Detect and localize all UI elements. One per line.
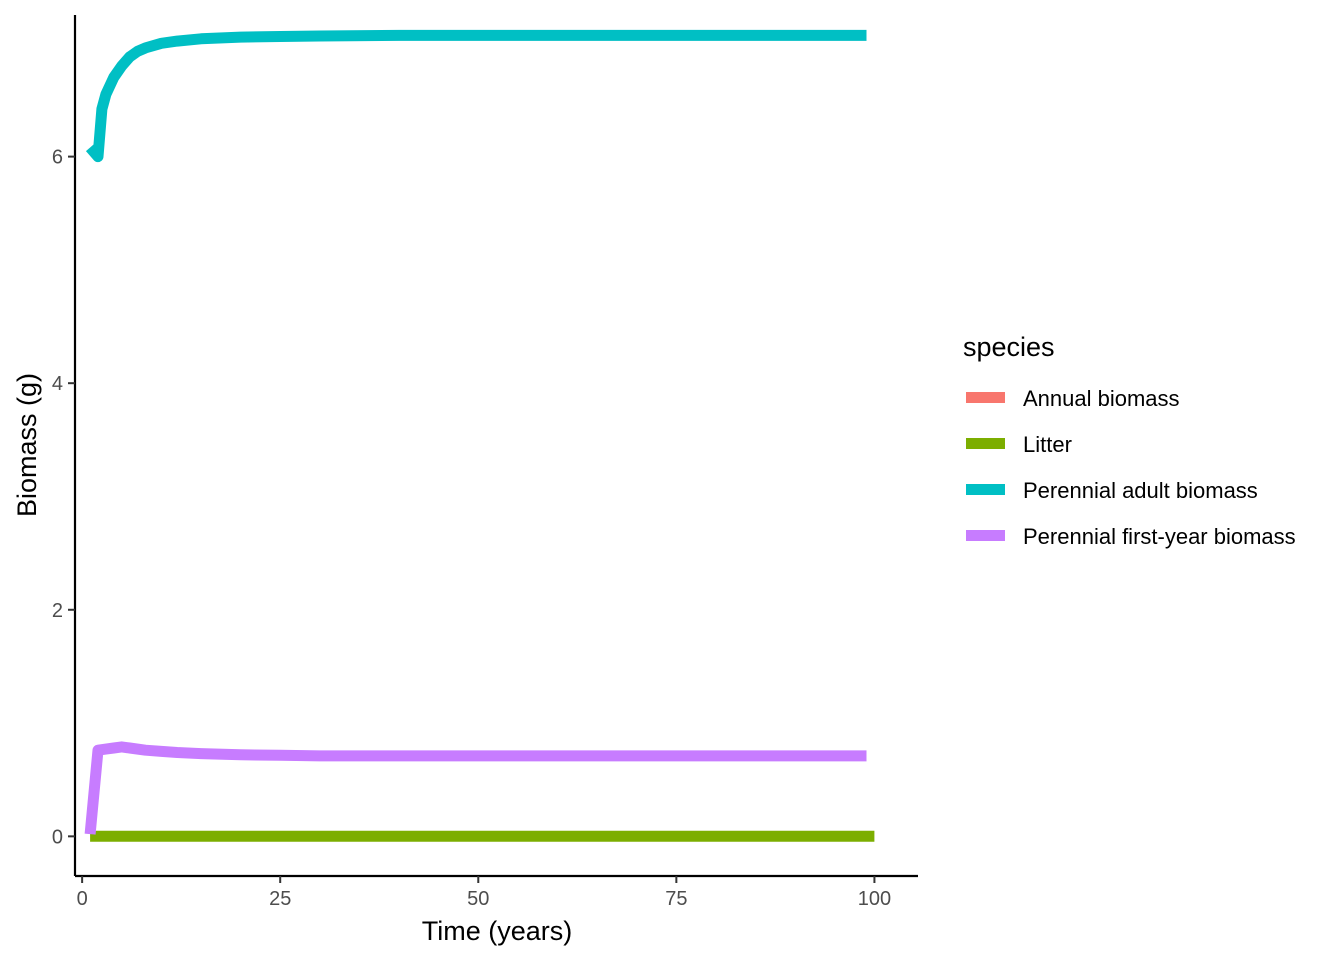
x-axis-ticks: 0 25 50 75 100	[77, 876, 891, 910]
series-line-perennial-first-year-biomass	[84, 741, 867, 835]
legend-label: Perennial adult biomass	[1023, 478, 1258, 503]
x-tick-label: 75	[665, 888, 687, 910]
x-tick-label: 50	[467, 888, 489, 910]
legend-key	[966, 530, 1005, 541]
y-tick-label: 6	[52, 147, 63, 169]
x-tick-label: 100	[858, 888, 891, 910]
legend-items: Annual biomass Litter Perennial adult biom…	[966, 386, 1296, 549]
y-axis-ticks: 0 2 4 6	[52, 147, 75, 848]
series-line-perennial-adult-biomass	[85, 29, 867, 163]
x-tick-label: 25	[269, 888, 291, 910]
legend-label: Litter	[1023, 432, 1072, 457]
legend-title: species	[963, 332, 1055, 362]
legend-key	[966, 392, 1005, 403]
legend-label: Perennial first-year biomass	[1023, 524, 1296, 549]
y-axis-title: Biomass (g)	[12, 373, 42, 517]
y-tick-label: 2	[52, 600, 63, 622]
legend-key	[966, 438, 1005, 449]
legend-key	[966, 484, 1005, 495]
legend-label: Annual biomass	[1023, 386, 1180, 411]
x-tick-label: 0	[77, 888, 88, 910]
x-axis-title: Time (years)	[422, 916, 573, 946]
legend: species Annual biomass Litter Perennial ad…	[963, 332, 1296, 549]
y-tick-label: 4	[52, 373, 63, 395]
y-tick-label: 0	[52, 826, 63, 848]
plot-lines	[84, 29, 875, 842]
